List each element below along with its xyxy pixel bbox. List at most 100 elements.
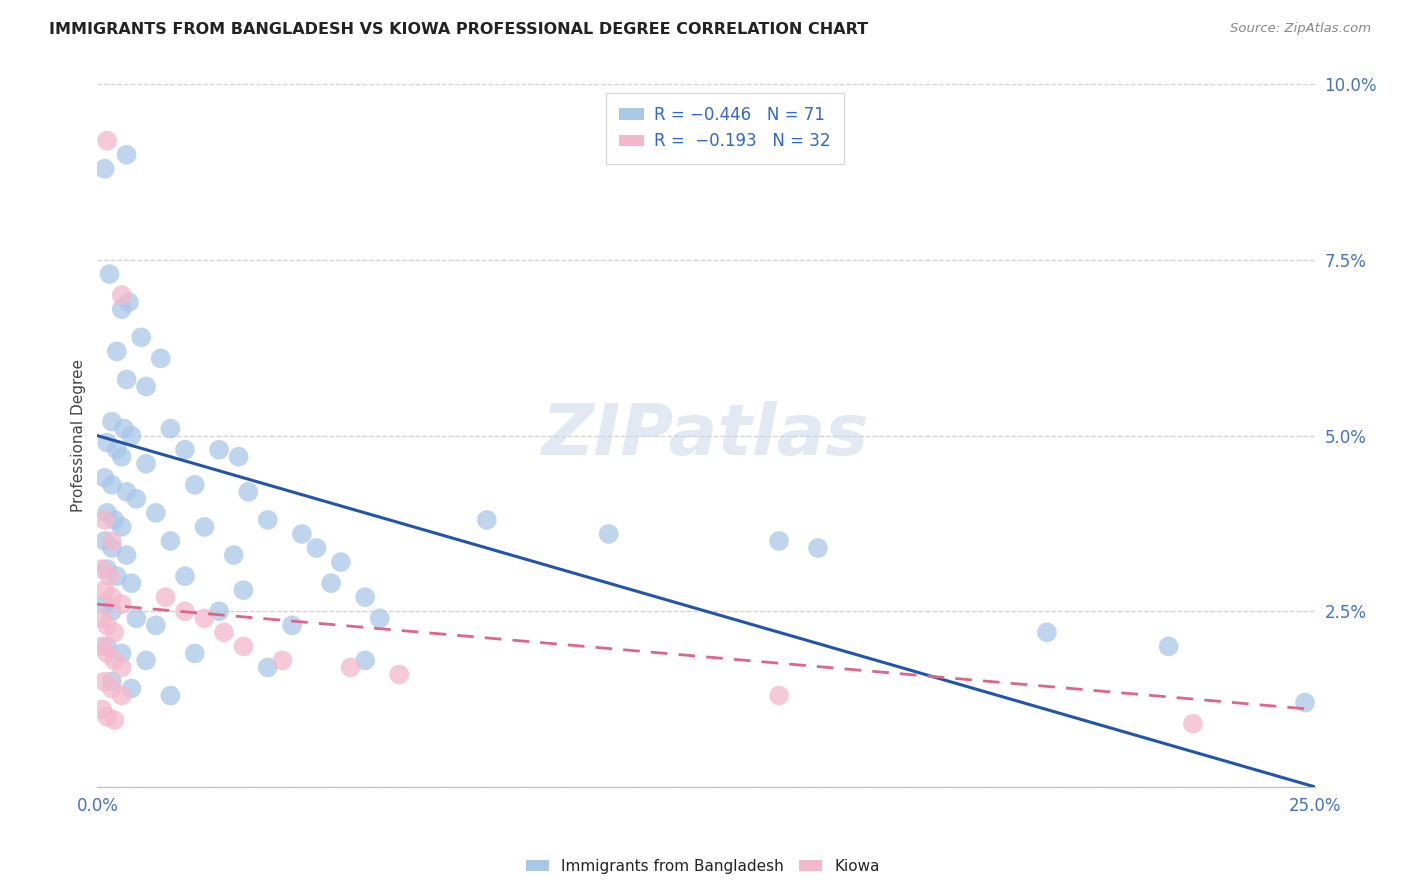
Point <box>256 660 278 674</box>
Point <box>103 713 125 727</box>
Point <box>212 625 235 640</box>
Point <box>91 640 114 654</box>
Point <box>96 709 118 723</box>
Point <box>111 689 134 703</box>
Point <box>111 597 134 611</box>
Point <box>91 702 114 716</box>
Point <box>354 653 377 667</box>
Point <box>129 330 152 344</box>
Point <box>101 681 124 696</box>
Point <box>208 442 231 457</box>
Point <box>93 471 115 485</box>
Point <box>93 513 115 527</box>
Point <box>1157 640 1180 654</box>
Point <box>145 506 167 520</box>
Point <box>115 147 138 161</box>
Point <box>135 653 157 667</box>
Point <box>101 541 124 555</box>
Point <box>101 478 124 492</box>
Point <box>807 541 830 555</box>
Point <box>193 520 215 534</box>
Text: Source: ZipAtlas.com: Source: ZipAtlas.com <box>1230 22 1371 36</box>
Point <box>232 640 254 654</box>
Point <box>208 604 231 618</box>
Point <box>93 161 115 176</box>
Point <box>232 583 254 598</box>
Point <box>101 604 124 618</box>
Point <box>91 611 114 625</box>
Point <box>111 288 134 302</box>
Point <box>256 513 278 527</box>
Point <box>103 513 125 527</box>
Point <box>120 576 142 591</box>
Point <box>155 590 177 604</box>
Point <box>159 422 181 436</box>
Point <box>174 604 197 618</box>
Point <box>101 590 124 604</box>
Point <box>112 422 135 436</box>
Point <box>115 372 138 386</box>
Point <box>159 689 181 703</box>
Point <box>103 653 125 667</box>
Point <box>93 674 115 689</box>
Point <box>96 506 118 520</box>
Point <box>1036 625 1059 640</box>
Point <box>222 548 245 562</box>
Point <box>238 484 260 499</box>
Point <box>598 527 620 541</box>
Point <box>1181 716 1204 731</box>
Point <box>111 646 134 660</box>
Point <box>96 562 118 576</box>
Point <box>135 457 157 471</box>
Point <box>98 267 121 281</box>
Point <box>125 611 148 625</box>
Point <box>111 660 134 674</box>
Point <box>120 428 142 442</box>
Point <box>115 548 138 562</box>
Point <box>118 295 141 310</box>
Point <box>305 541 328 555</box>
Point <box>93 583 115 598</box>
Point <box>768 689 790 703</box>
Point <box>93 534 115 549</box>
Point <box>120 681 142 696</box>
Point <box>329 555 352 569</box>
Point <box>115 484 138 499</box>
Point <box>184 478 207 492</box>
Point <box>111 302 134 317</box>
Legend: Immigrants from Bangladesh, Kiowa: Immigrants from Bangladesh, Kiowa <box>520 853 886 880</box>
Point <box>105 569 128 583</box>
Point <box>354 590 377 604</box>
Point <box>475 513 498 527</box>
Point <box>96 435 118 450</box>
Point <box>291 527 314 541</box>
Y-axis label: Professional Degree: Professional Degree <box>72 359 86 512</box>
Point <box>105 344 128 359</box>
Point <box>145 618 167 632</box>
Point <box>91 562 114 576</box>
Point <box>368 611 391 625</box>
Point <box>228 450 250 464</box>
Point <box>319 576 342 591</box>
Point <box>174 569 197 583</box>
Point <box>111 450 134 464</box>
Point <box>271 653 294 667</box>
Point <box>1294 696 1316 710</box>
Point <box>96 618 118 632</box>
Point <box>98 569 121 583</box>
Point <box>101 674 124 689</box>
Text: ZIPatlas: ZIPatlas <box>543 401 870 470</box>
Legend: R = −0.446   N = 71, R =  −0.193   N = 32: R = −0.446 N = 71, R = −0.193 N = 32 <box>606 93 844 164</box>
Point <box>135 379 157 393</box>
Point <box>111 520 134 534</box>
Point <box>184 646 207 660</box>
Text: IMMIGRANTS FROM BANGLADESH VS KIOWA PROFESSIONAL DEGREE CORRELATION CHART: IMMIGRANTS FROM BANGLADESH VS KIOWA PROF… <box>49 22 869 37</box>
Point <box>93 597 115 611</box>
Point <box>388 667 411 681</box>
Point <box>101 534 124 549</box>
Point <box>159 534 181 549</box>
Point <box>149 351 172 366</box>
Point <box>105 442 128 457</box>
Point <box>96 646 118 660</box>
Point <box>101 415 124 429</box>
